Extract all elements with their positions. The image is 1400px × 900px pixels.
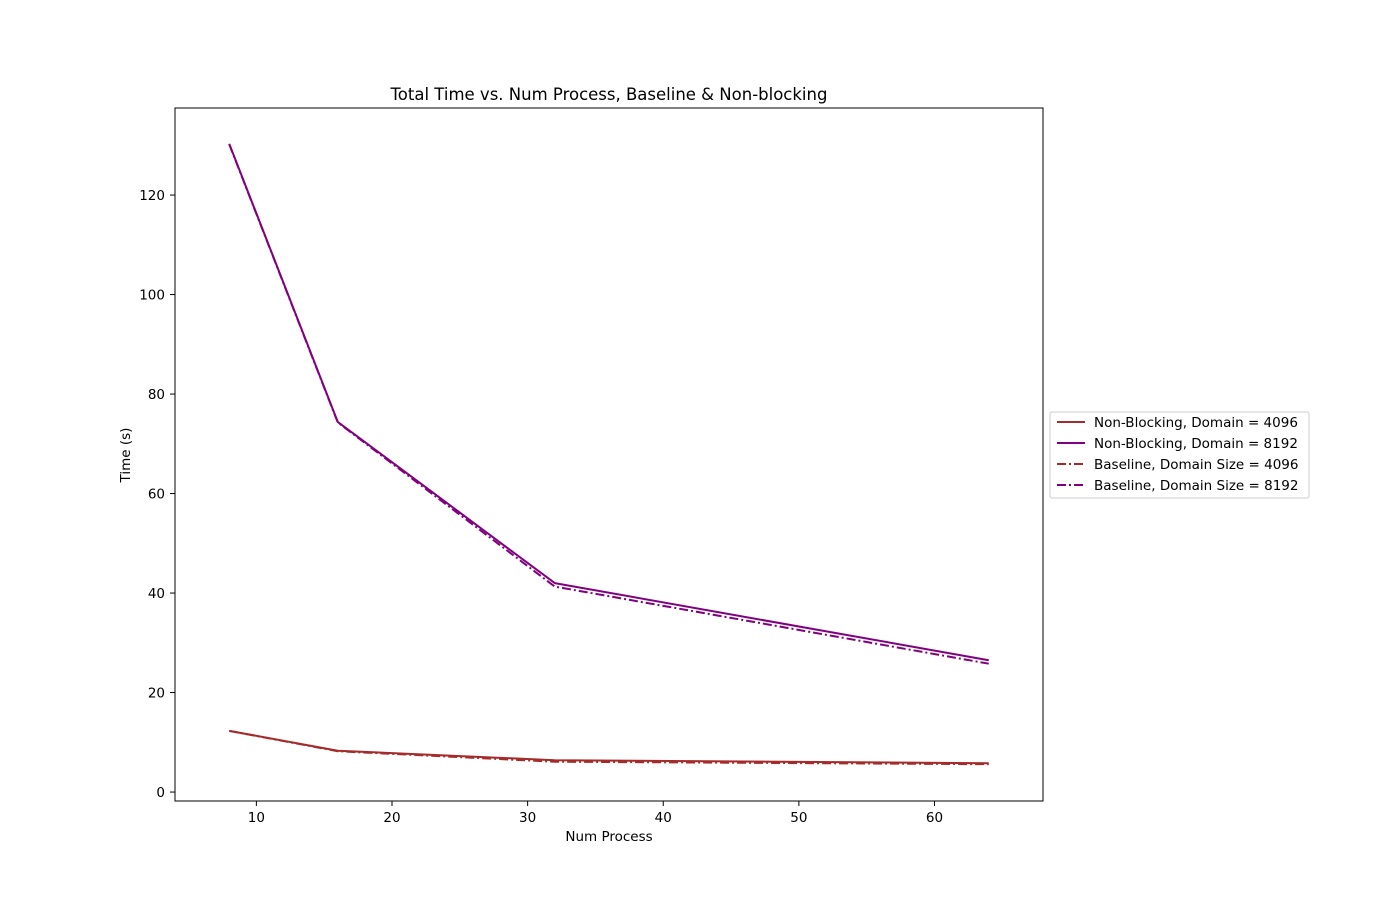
series-line-4: [228, 143, 989, 665]
legend-label: Baseline, Domain Size = 8192: [1094, 478, 1298, 494]
y-tick-label: 120: [139, 188, 165, 204]
legend-label: Non-Blocking, Domain = 4096: [1094, 415, 1298, 431]
y-axis-label: Time (s): [118, 428, 134, 484]
series-layer: [228, 143, 989, 766]
legend-label: Baseline, Domain Size = 4096: [1094, 457, 1298, 473]
y-tick-label: 20: [148, 686, 165, 702]
legend-label: Non-Blocking, Domain = 8192: [1094, 436, 1298, 452]
y-tick-label: 0: [156, 785, 165, 801]
x-tick-label: 30: [519, 810, 536, 826]
x-axis: 10 20 30 40 50 60: [248, 801, 943, 826]
chart-title: Total Time vs. Num Process, Baseline & N…: [390, 85, 828, 104]
x-tick-label: 50: [790, 810, 807, 826]
legend-frame: [1049, 411, 1310, 499]
y-tick-label: 40: [148, 586, 165, 602]
x-tick-label: 10: [248, 810, 265, 826]
x-axis-label: Num Process: [565, 829, 652, 845]
legend: Non-Blocking, Domain = 4096 Non-Blocking,…: [1049, 411, 1310, 499]
x-tick-label: 60: [926, 810, 943, 826]
x-tick-label: 20: [383, 810, 400, 826]
plot-frame: [174, 107, 1044, 802]
x-tick-label: 40: [655, 810, 672, 826]
series-line-3: [229, 729, 989, 766]
y-tick-label: 100: [139, 288, 165, 304]
legend-items: Non-Blocking, Domain = 4096 Non-Blocking,…: [1057, 415, 1298, 494]
y-tick-label: 80: [148, 387, 165, 403]
y-axis: 0 20 40 60 80 100 120: [139, 188, 175, 801]
y-tick-label: 60: [148, 487, 165, 503]
plot-area: [174, 107, 1044, 802]
